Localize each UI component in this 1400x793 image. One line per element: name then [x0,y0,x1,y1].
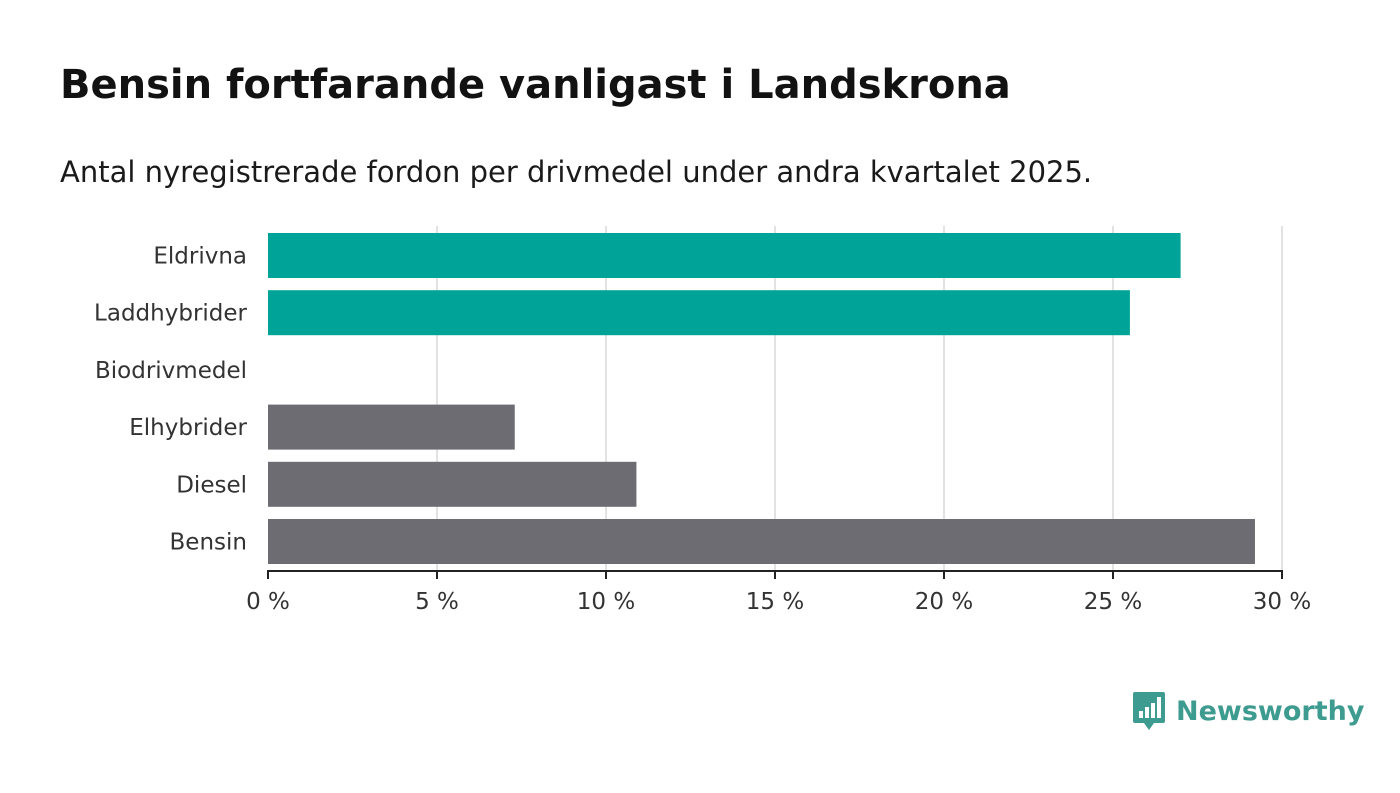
x-tick-label: 10 % [577,589,635,615]
bar-laddhybrider [268,290,1130,336]
x-tick-label: 25 % [1084,589,1142,615]
chart-subtitle: Antal nyregistrerade fordon per drivmede… [60,155,1093,189]
category-label: Elhybrider [129,415,247,441]
bar-bensin [268,519,1255,564]
bar-chart-speech-bubble-icon [1133,692,1165,730]
bar-elhybrider [268,404,515,450]
category-labels: Eldrivna Laddhybrider Biodrivmedel Elhybrid… [94,244,247,556]
category-label: Biodrivmedel [95,358,247,384]
category-label: Bensin [170,530,247,556]
x-tick-label: 15 % [746,589,804,615]
x-tick-label: 20 % [915,589,973,615]
newsworthy-logo: Newsworthy [1132,690,1364,732]
bar-diesel [268,461,637,507]
x-tick-label: 0 % [246,589,290,615]
x-tick-label: 5 % [415,589,459,615]
category-label: Diesel [176,472,247,498]
chart-title: Bensin fortfarande vanligast i Landskron… [60,62,1011,108]
category-label: Laddhybrider [94,301,247,327]
bars [268,233,1255,564]
bar-eldrivna [268,233,1181,278]
x-axis: 0 % 5 % 10 % 15 % 20 % 25 % 30 % [246,570,1311,615]
brand-name: Newsworthy [1176,695,1365,727]
category-label: Eldrivna [153,244,247,270]
x-tick-label: 30 % [1253,589,1311,615]
grid-lines [436,226,1283,571]
